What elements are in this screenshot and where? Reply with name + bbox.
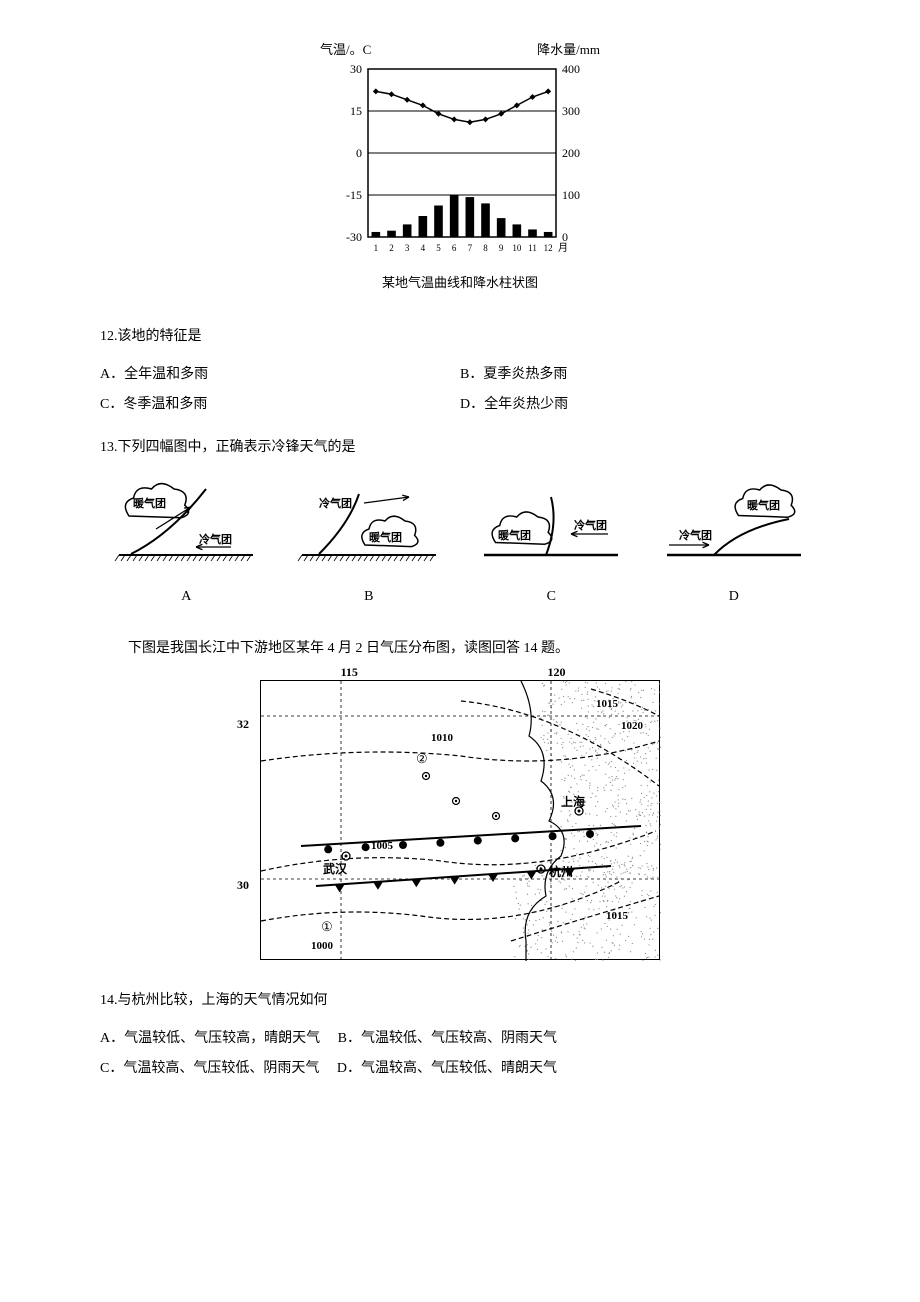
lat-32: 32 bbox=[237, 715, 249, 734]
svg-text:暖气团: 暖气团 bbox=[498, 528, 531, 542]
pressure-map-container: 115 120 32 30 10001005101010151020武汉杭州上海… bbox=[100, 680, 820, 969]
lat-30: 30 bbox=[237, 876, 249, 895]
q12-opt-c: C．冬季温和多雨 bbox=[100, 390, 460, 420]
svg-text:6: 6 bbox=[452, 243, 457, 253]
svg-text:9: 9 bbox=[499, 243, 504, 253]
svg-text:8: 8 bbox=[483, 243, 488, 253]
svg-text:暖气团: 暖气团 bbox=[133, 496, 166, 510]
svg-text:3: 3 bbox=[405, 243, 410, 253]
svg-text:上海: 上海 bbox=[561, 794, 585, 809]
map-svg: 10001005101010151020武汉杭州上海①②1015 bbox=[261, 681, 661, 961]
svg-text:月: 月 bbox=[558, 242, 568, 254]
svg-text:杭州: 杭州 bbox=[549, 864, 573, 879]
svg-text:12: 12 bbox=[544, 243, 553, 253]
svg-text:-15: -15 bbox=[346, 188, 362, 202]
lon-120: 120 bbox=[548, 663, 566, 682]
front-c-svg: 暖气团 冷气团 bbox=[476, 479, 626, 569]
front-c-label: C bbox=[465, 586, 638, 608]
svg-text:400: 400 bbox=[562, 62, 580, 76]
front-diagrams: 暖气团冷气团 A 冷气团暖气团 B 暖气团冷气团 C 暖气团冷气团 D bbox=[100, 479, 820, 608]
front-b-svg: 冷气团暖气团 bbox=[294, 479, 444, 569]
svg-text:-30: -30 bbox=[346, 230, 362, 244]
q14-opt-b: B．气温较低、气压较高、阴雨天气 bbox=[338, 1031, 557, 1046]
front-c: 暖气团 冷气团 C bbox=[465, 479, 638, 608]
climate-svg: -30-15015300100200300400123456789101112月 bbox=[320, 61, 600, 261]
svg-text:200: 200 bbox=[562, 146, 580, 160]
svg-text:30: 30 bbox=[350, 62, 362, 76]
svg-text:7: 7 bbox=[468, 243, 473, 253]
front-d-label: D bbox=[648, 586, 821, 608]
svg-text:0: 0 bbox=[562, 230, 568, 244]
svg-text:2: 2 bbox=[389, 243, 394, 253]
q14-context: 下图是我国长江中下游地区某年 4 月 2 日气压分布图，读图回答 14 题。 bbox=[100, 638, 820, 660]
svg-text:冷气团: 冷气团 bbox=[574, 518, 607, 532]
y1-axis-label: 气温/。C bbox=[320, 40, 371, 61]
svg-text:100: 100 bbox=[562, 188, 580, 202]
q12-opt-d: D．全年炎热少雨 bbox=[460, 390, 820, 420]
svg-text:武汉: 武汉 bbox=[323, 861, 348, 876]
q14-opt-c: C．气温较高、气压较低、阴雨天气 bbox=[100, 1061, 319, 1076]
front-d-svg: 暖气团冷气团 bbox=[659, 479, 809, 569]
svg-text:冷气团: 冷气团 bbox=[679, 528, 712, 542]
svg-text:1015: 1015 bbox=[606, 910, 629, 922]
svg-text:1: 1 bbox=[374, 243, 379, 253]
chart-caption: 某地气温曲线和降水柱状图 bbox=[320, 273, 600, 294]
svg-text:1015: 1015 bbox=[596, 698, 619, 710]
climate-chart-section: 气温/。C 降水量/mm -30-15015300100200300400123… bbox=[100, 40, 820, 296]
svg-text:①: ① bbox=[321, 919, 333, 934]
svg-text:10: 10 bbox=[512, 243, 522, 253]
front-a-svg: 暖气团冷气团 bbox=[111, 479, 261, 569]
q14-text: 14.与杭州比较，上海的天气情况如何 bbox=[100, 990, 820, 1012]
svg-text:1010: 1010 bbox=[431, 732, 454, 744]
front-a-label: A bbox=[100, 586, 273, 608]
q12-text: 12.该地的特征是 bbox=[100, 326, 820, 348]
front-d: 暖气团冷气团 D bbox=[648, 479, 821, 608]
front-b: 冷气团暖气团 B bbox=[283, 479, 456, 608]
q12-opt-b: B．夏季炎热多雨 bbox=[460, 360, 820, 390]
q12-options: A．全年温和多雨 B．夏季炎热多雨 C．冬季温和多雨 D．全年炎热少雨 bbox=[100, 360, 820, 421]
q13-text: 13.下列四幅图中，正确表示冷锋天气的是 bbox=[100, 437, 820, 459]
svg-text:②: ② bbox=[416, 751, 428, 766]
svg-text:冷气团: 冷气团 bbox=[319, 496, 352, 510]
svg-text:5: 5 bbox=[436, 243, 441, 253]
svg-text:4: 4 bbox=[421, 243, 426, 253]
svg-text:暖气团: 暖气团 bbox=[747, 498, 780, 512]
svg-text:1020: 1020 bbox=[621, 720, 644, 732]
lon-115: 115 bbox=[341, 663, 358, 682]
svg-text:15: 15 bbox=[350, 104, 362, 118]
svg-text:1000: 1000 bbox=[311, 940, 334, 952]
svg-text:300: 300 bbox=[562, 104, 580, 118]
svg-text:暖气团: 暖气团 bbox=[369, 530, 402, 544]
q14-opt-a: A．气温较低、气压较高，晴朗天气 bbox=[100, 1031, 320, 1046]
front-b-label: B bbox=[283, 586, 456, 608]
pressure-map: 115 120 32 30 10001005101010151020武汉杭州上海… bbox=[260, 680, 660, 960]
svg-text:冷气团: 冷气团 bbox=[199, 532, 232, 546]
q14-options: A．气温较低、气压较高，晴朗天气 B．气温较低、气压较高、阴雨天气 C．气温较高… bbox=[100, 1024, 820, 1085]
front-a: 暖气团冷气团 A bbox=[100, 479, 273, 608]
q12-opt-a: A．全年温和多雨 bbox=[100, 360, 460, 390]
q14-opt-d: D．气温较高、气压较低、晴朗天气 bbox=[337, 1061, 557, 1076]
svg-text:11: 11 bbox=[528, 243, 537, 253]
climate-chart: 气温/。C 降水量/mm -30-15015300100200300400123… bbox=[320, 40, 600, 294]
y2-axis-label: 降水量/mm bbox=[537, 40, 600, 61]
svg-text:0: 0 bbox=[356, 146, 362, 160]
